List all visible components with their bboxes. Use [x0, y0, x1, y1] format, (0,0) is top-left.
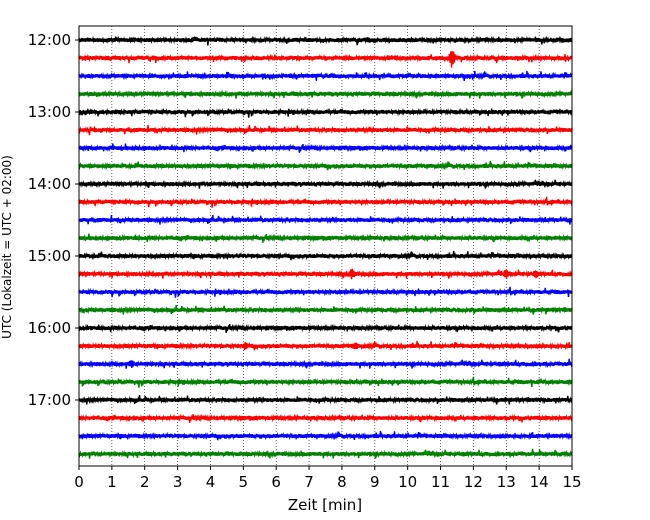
x-tick-label: 2: [140, 473, 150, 491]
plot-frame: [78, 25, 573, 467]
x-tick-label: 10: [398, 473, 417, 491]
trace-9: [78, 196, 573, 208]
y-tick-label: 16:00: [28, 319, 71, 337]
trace-13: [78, 268, 573, 280]
trace-23: [78, 448, 573, 459]
x-tick-label: 7: [304, 473, 314, 491]
trace-20: [78, 395, 573, 405]
trace-3: [78, 89, 573, 99]
x-tick-label: 0: [74, 473, 84, 491]
trace-22: [78, 430, 573, 441]
x-tick-label: 9: [370, 473, 380, 491]
x-axis-ticks: 0 1 2 3 4 5 6 7 8 9 10 11 12 13 14 15: [74, 466, 582, 491]
trace-4: [78, 107, 573, 118]
x-tick-label: 3: [173, 473, 183, 491]
trace-21: [78, 413, 573, 423]
x-tick-label: 11: [431, 473, 450, 491]
x-tick-label: 5: [239, 473, 249, 491]
trace-14: [78, 286, 573, 298]
trace-2: [78, 70, 573, 82]
x-tick-label: 13: [497, 473, 516, 491]
trace-10: [78, 214, 573, 225]
trace-1: [78, 51, 573, 68]
y-tick-label: 13:00: [28, 103, 71, 121]
y-tick-label: 17:00: [28, 391, 71, 409]
x-tick-label: 15: [562, 473, 581, 491]
y-axis-ticks: 12:00 13:00 14:00 15:00 16:00 17:00: [28, 31, 79, 409]
trace-5: [78, 124, 573, 136]
x-axis-label: Zeit [min]: [288, 496, 362, 514]
trace-16: [78, 323, 573, 333]
y-tick-label: 12:00: [28, 31, 71, 49]
trace-15: [78, 305, 573, 315]
x-tick-label: 14: [530, 473, 549, 491]
trace-19: [78, 376, 573, 388]
y-tick-label: 15:00: [28, 247, 71, 265]
trace-18: [78, 358, 573, 369]
trace-0: [78, 35, 573, 46]
trace-17: [78, 340, 573, 351]
y-axis-label: UTC (Lokalzeit = UTC + 02:00): [0, 155, 14, 339]
seismic-traces: [78, 35, 573, 459]
x-tick-label: 12: [464, 473, 483, 491]
x-tick-label: 1: [107, 473, 117, 491]
trace-12: [78, 250, 573, 261]
x-tick-label: 4: [206, 473, 216, 491]
trace-7: [78, 160, 573, 171]
vertical-grid: [111, 26, 540, 466]
x-tick-label: 8: [337, 473, 347, 491]
trace-6: [78, 143, 573, 153]
trace-8: [78, 179, 573, 189]
x-tick-label: 6: [271, 473, 281, 491]
y-tick-label: 14:00: [28, 175, 71, 193]
trace-11: [78, 233, 573, 243]
